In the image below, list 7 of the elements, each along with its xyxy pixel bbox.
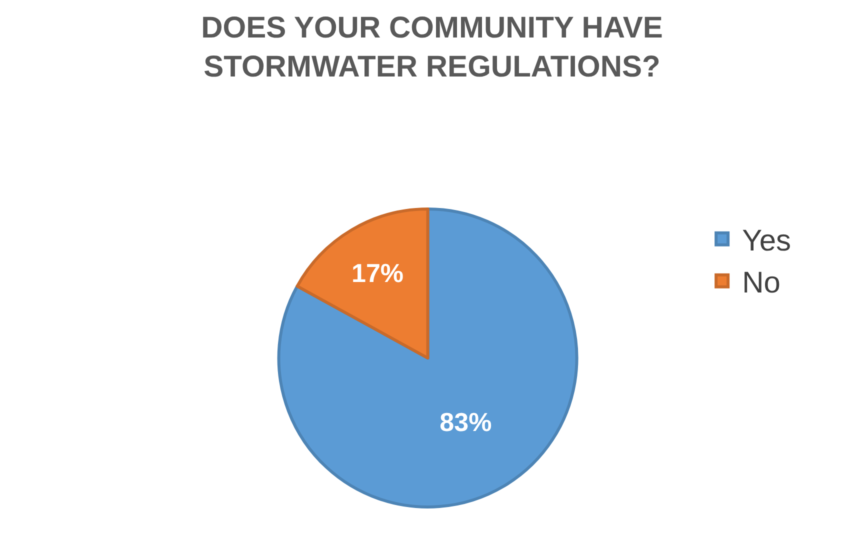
data-label: 17%	[351, 258, 404, 288]
data-label: 83%	[440, 407, 492, 438]
pie-slice	[296, 208, 430, 360]
legend-label: No	[742, 266, 780, 300]
chart-title: DOES YOUR COMMUNITY HAVE STORMWATER REGULATIONS?	[201, 12, 663, 84]
legend-label: Yes	[742, 224, 792, 258]
pie-slice	[277, 208, 578, 508]
